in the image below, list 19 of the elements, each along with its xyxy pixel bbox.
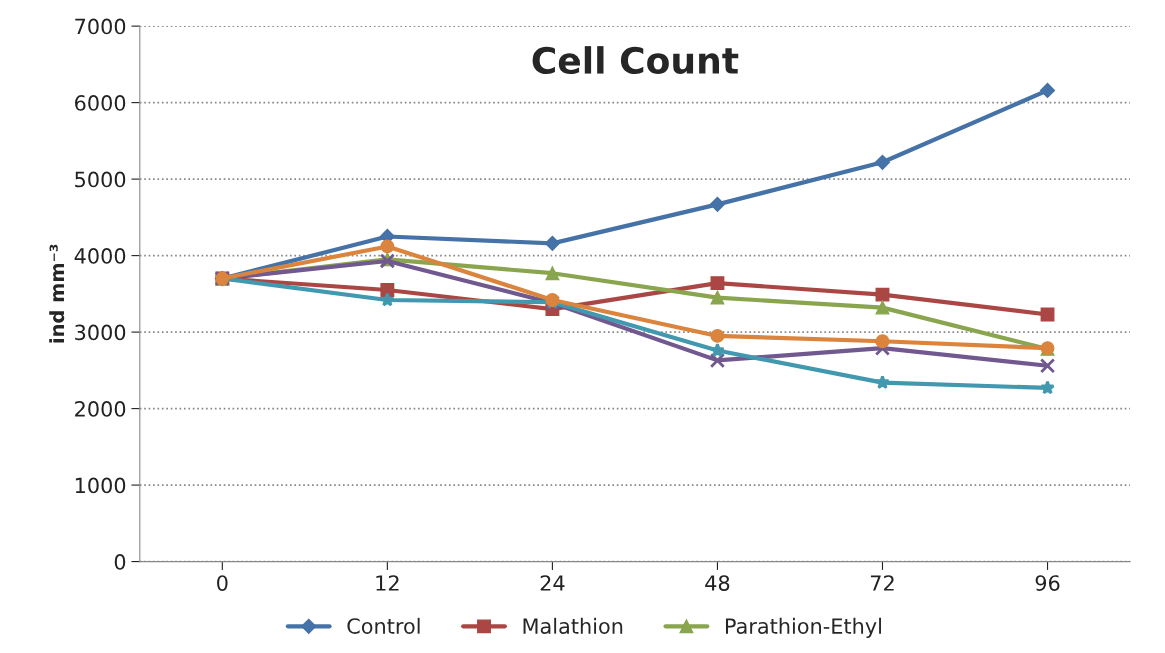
- legend-label: Control: [347, 617, 420, 634]
- x-tick-label: 12: [376, 575, 399, 591]
- x-tick-label: 48: [705, 575, 730, 591]
- y-tick-label: 7000: [75, 18, 126, 35]
- y-tick-label: 4000: [74, 248, 126, 264]
- chart-title: Cell Count: [532, 46, 739, 75]
- y-tick-label: 2000: [75, 401, 126, 417]
- x-tick-label: 96: [1035, 575, 1060, 591]
- y-tick-label: 6000: [75, 95, 126, 111]
- y-tick-label: 5000: [75, 171, 126, 188]
- legend-label: Parathion-Ethyl: [725, 617, 881, 638]
- y-tick-label: 1000: [75, 477, 126, 494]
- x-tick-label: 0: [217, 575, 228, 591]
- y-tick-label: 3000: [75, 324, 126, 341]
- x-tick-label: 24: [540, 575, 565, 591]
- y-tick-label: 0: [114, 554, 126, 570]
- legend-label: Malathion: [523, 617, 623, 634]
- y-axis-title: ind mm⁻³: [49, 244, 65, 343]
- x-tick-label: 72: [870, 575, 894, 591]
